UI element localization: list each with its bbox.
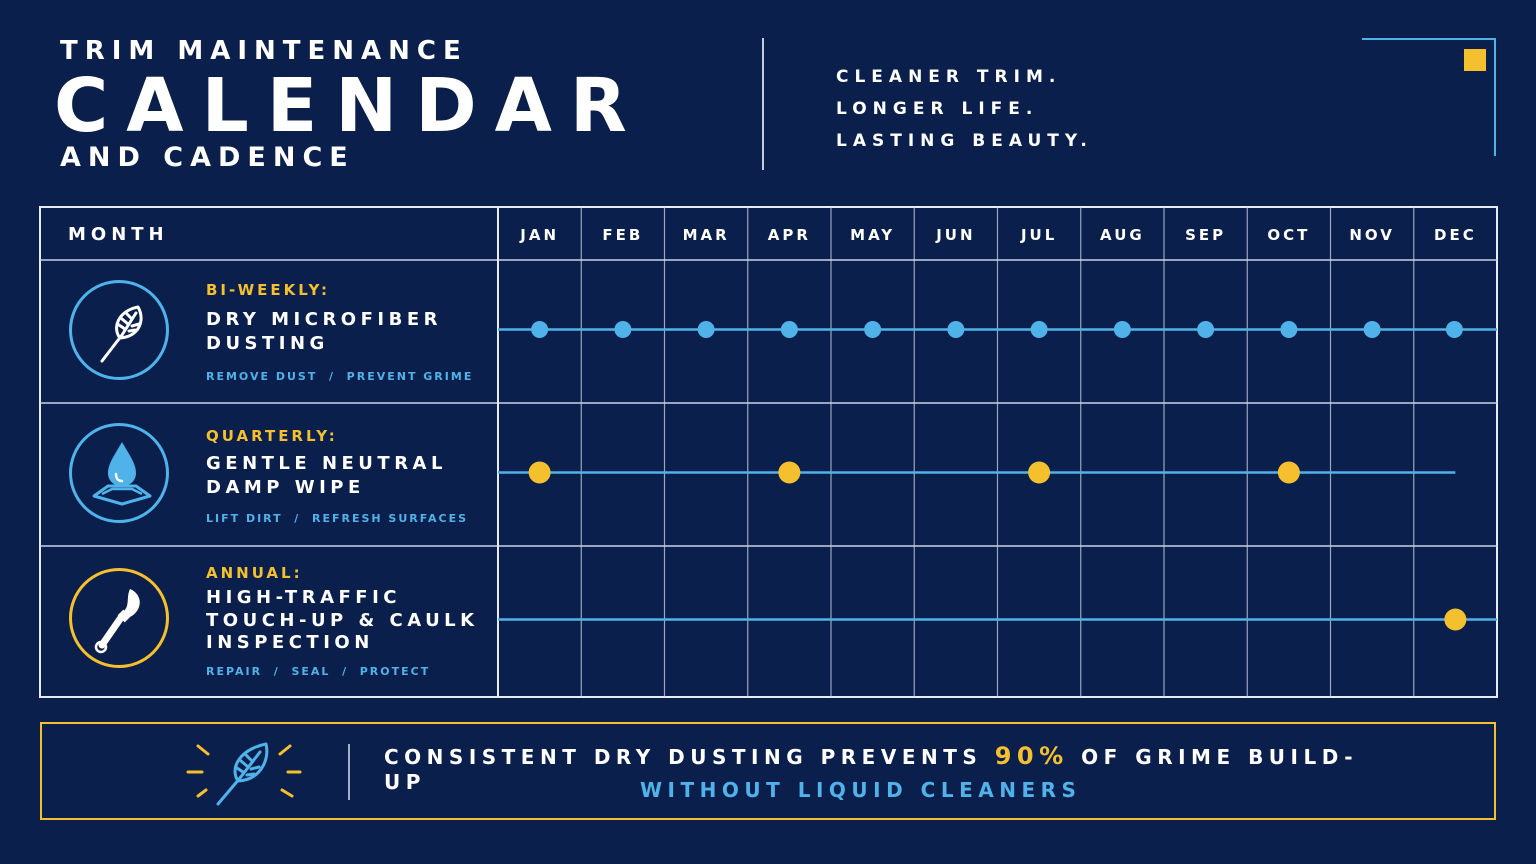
callout-text-after: OF GRIME BUILD-UP [384,745,1359,794]
callout-line-1: CONSISTENT DRY DUSTING PREVENTS 90% OF G… [384,742,1384,794]
month-label: JUL [1020,226,1058,244]
row-tags: REPAIR / SEAL / PROTECT [206,665,431,678]
month-label: NOV [1349,226,1395,244]
schedule-marker [1445,321,1463,338]
header-subtitle: AND CADENCE [60,142,355,173]
callout-divider [348,744,350,800]
header-kicker: TRIM MAINTENANCE [60,36,468,66]
row-task: HIGH-TRAFFIC TOUCH-UP & CAULK INSPECTION [206,587,479,653]
month-label: JUN [936,226,976,244]
row-frequency: ANNUAL: [206,564,303,582]
callout-percent: 90% [994,742,1069,770]
month-label: SEP [1185,226,1227,244]
month-column-header: MONTH [68,224,169,245]
month-label: OCT [1267,226,1311,244]
month-label: FEB [602,226,644,244]
callout-text-before: CONSISTENT DRY DUSTING PREVENTS [384,745,995,769]
schedule-marker [697,321,715,338]
schedule-marker [1028,461,1051,484]
month-label: MAY [850,226,896,244]
schedule-marker [778,461,801,484]
feather-duster-icon [186,742,302,806]
row-tags: REMOVE DUST / PREVENT GRIME [206,370,474,383]
month-label: MAR [682,226,730,244]
schedule-marker [1113,321,1131,338]
tagline-2: LONGER LIFE. [836,99,1039,119]
schedule-marker [947,321,965,338]
schedule-marker [531,321,549,338]
row-icon-ring [69,568,169,668]
schedule-marker [780,321,798,338]
tip-callout [40,722,1496,820]
row-frequency: QUARTERLY: [206,427,338,445]
schedule-marker [1280,321,1298,338]
feather-duster-icon [100,305,143,363]
schedule-marker [1030,321,1048,338]
month-label: AUG [1100,226,1145,244]
header-divider [762,38,764,170]
tagline-1: CLEANER TRIM. [836,67,1062,87]
month-label: DEC [1434,226,1477,244]
schedule-marker [1277,461,1300,484]
tagline-3: LASTING BEAUTY. [836,131,1093,151]
row-task: GENTLE NEUTRAL DAMP WIPE [206,453,447,498]
month-label: APR [767,226,811,244]
table-border [39,206,1498,698]
corner-square [1464,49,1486,71]
row-task: DRY MICROFIBER DUSTING [206,309,442,354]
row-frequency: BI-WEEKLY: [206,281,331,299]
paint-brush-icon [94,589,140,654]
schedule-marker [528,461,551,484]
row-tags: LIFT DIRT / REFRESH SURFACES [206,512,469,525]
schedule-marker [864,321,882,338]
schedule-marker [614,321,632,338]
row-icon-ring [69,423,169,523]
water-drop-icon [92,442,152,506]
corner-bracket [1362,38,1496,156]
schedule-marker [1363,321,1381,338]
callout-line-2: WITHOUT LIQUID CLEANERS [640,778,1082,802]
schedule-marker [1444,608,1467,631]
page-title: CALENDAR [54,63,645,149]
schedule-marker [1197,321,1215,338]
row-icon-ring [69,280,169,380]
month-label: JAN [520,226,559,244]
